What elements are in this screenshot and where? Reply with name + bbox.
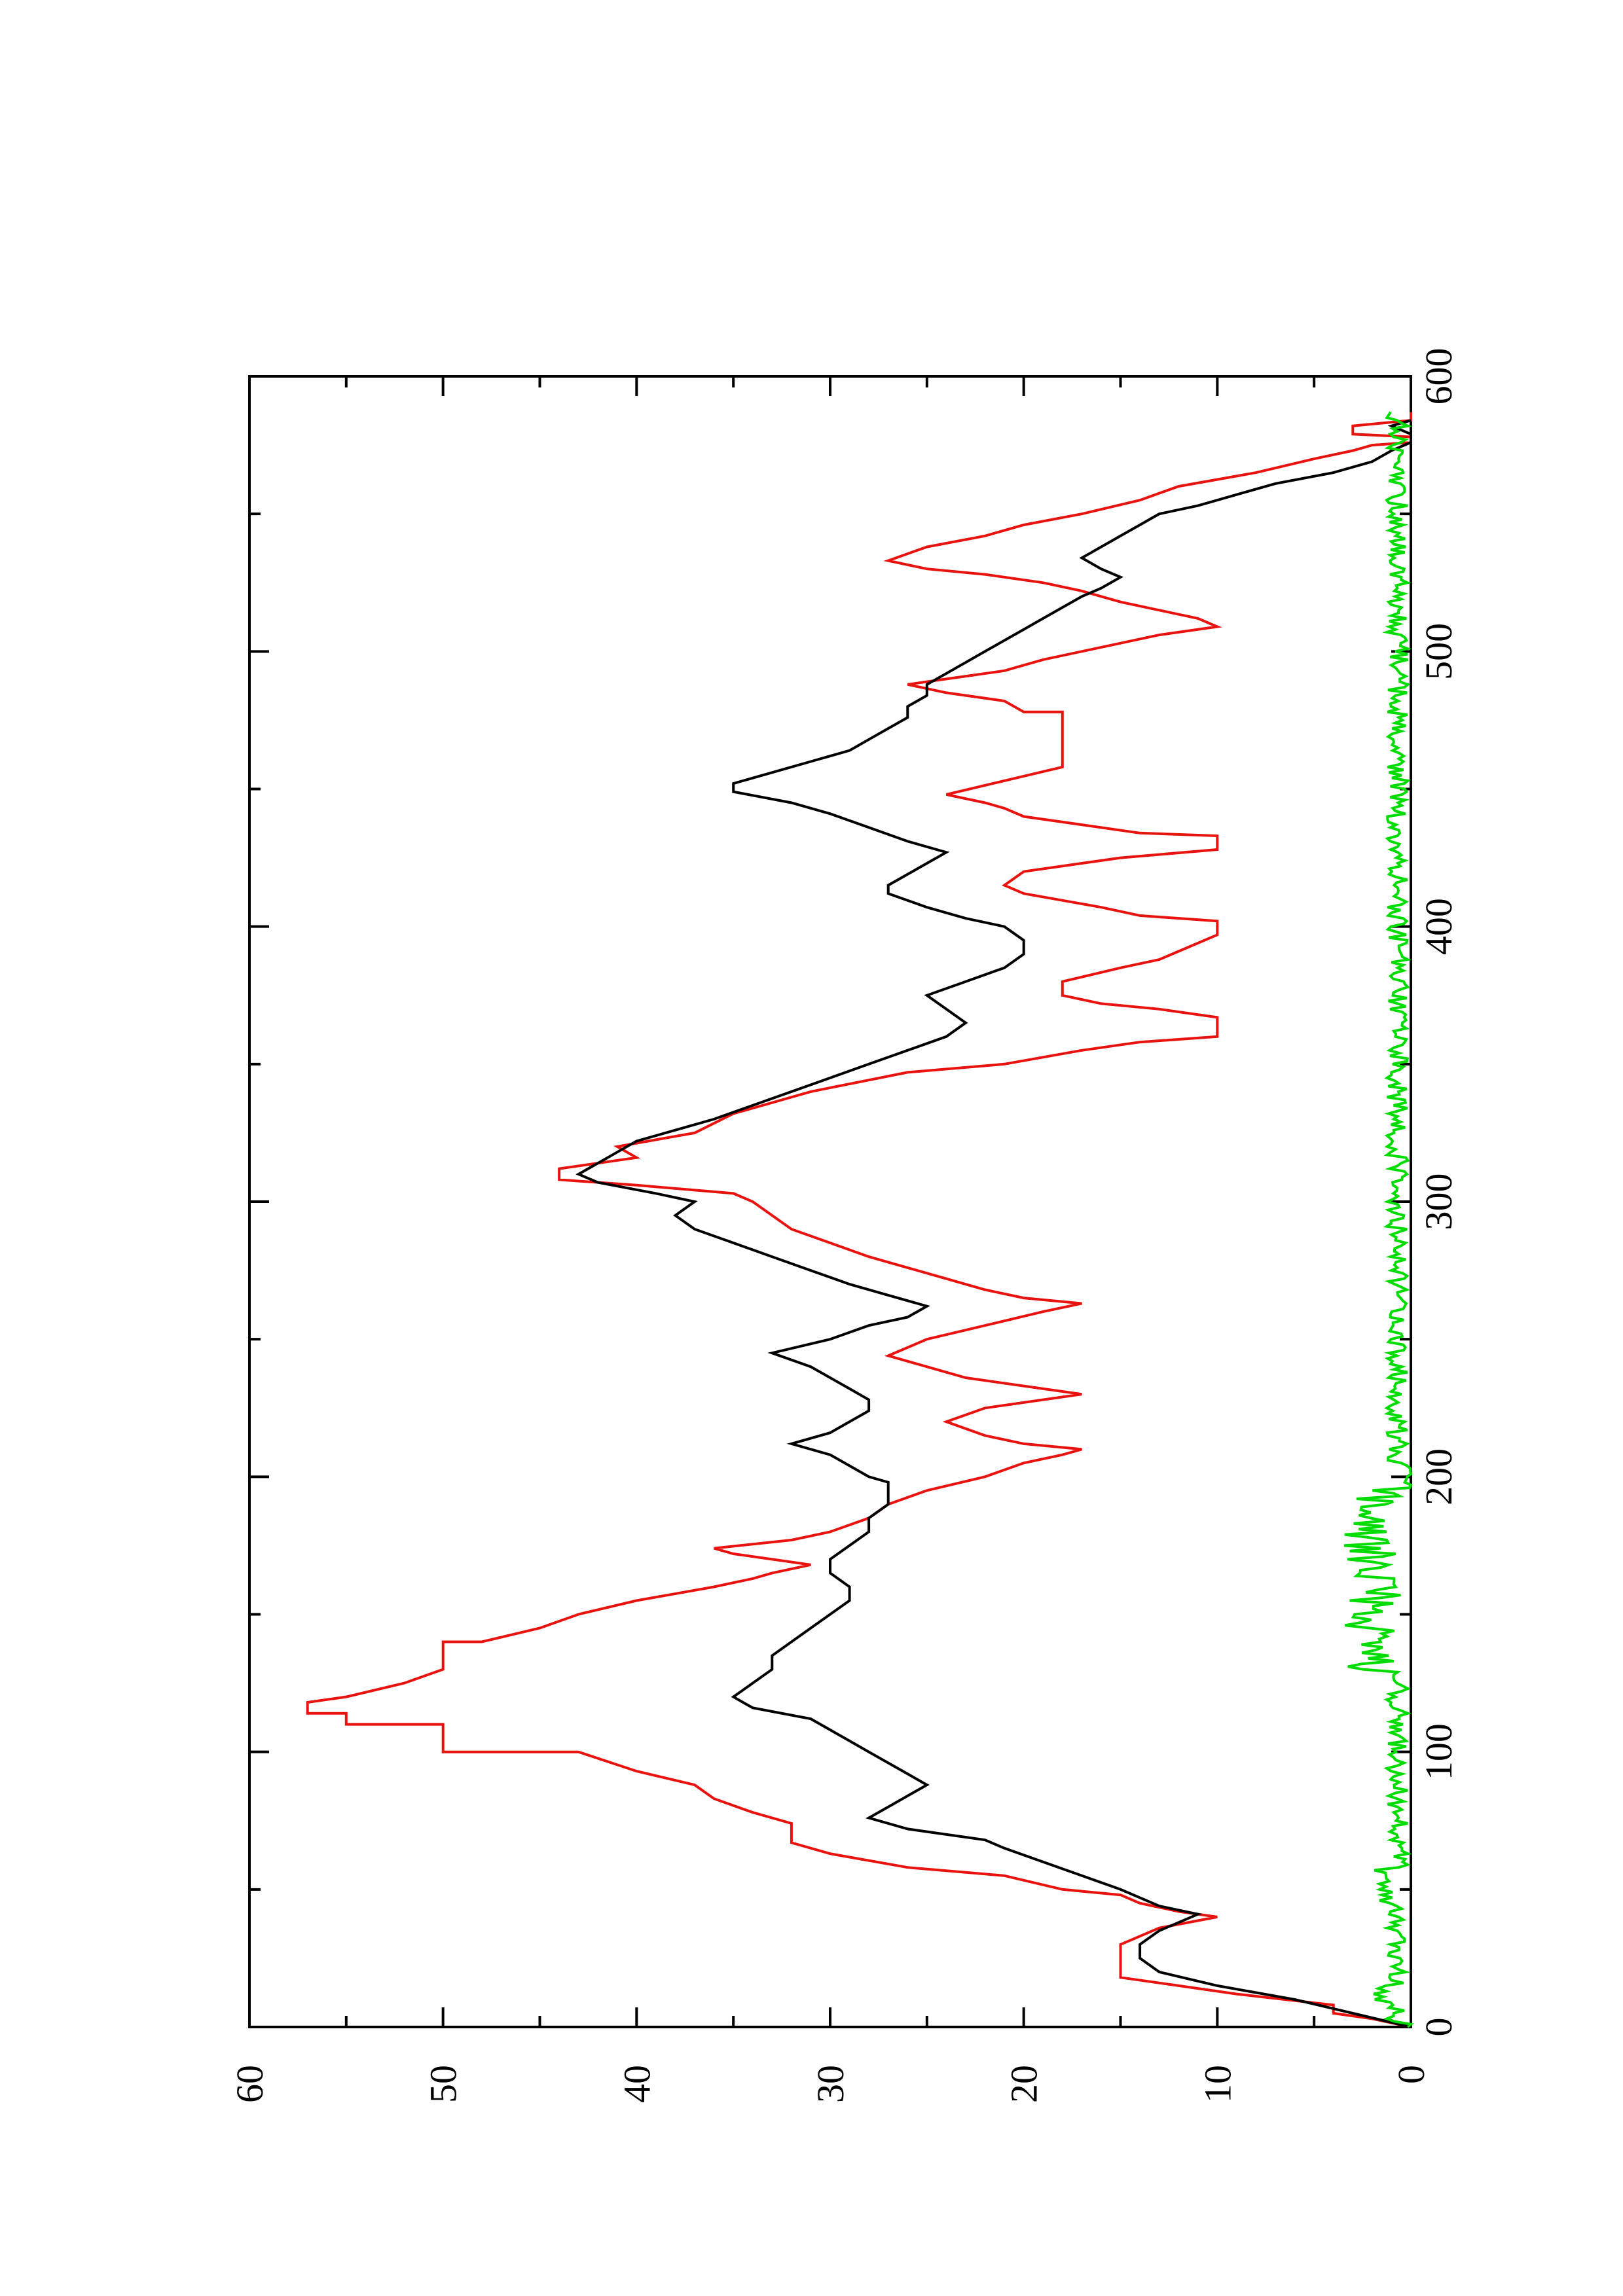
y-tick-label: 60 [228, 2065, 271, 2103]
x-tick-label: 200 [1417, 1448, 1460, 1505]
series-line-2 [1343, 411, 1414, 2028]
plot-frame [248, 375, 1412, 2028]
y-tick-label: 0 [1390, 2065, 1432, 2084]
y-tick-label: 40 [615, 2065, 658, 2103]
x-tick-label: 500 [1417, 623, 1460, 680]
series-line-1 [575, 419, 1412, 2028]
tick-labels: 0 100 200 300 400 500 600 0 10 20 30 40 50 60 [228, 348, 1460, 2104]
axis-ticks [248, 375, 1412, 2028]
x-tick-label: 0 [1417, 2018, 1460, 2037]
x-tick-label: 400 [1417, 898, 1460, 955]
y-tick-label: 50 [422, 2065, 465, 2103]
x-tick-label: 100 [1417, 1723, 1460, 1780]
series-line-0 [306, 412, 1412, 2028]
series-layer [306, 411, 1414, 2028]
y-tick-label: 30 [809, 2065, 852, 2103]
x-tick-label: 600 [1417, 348, 1460, 405]
x-tick-label: 300 [1417, 1174, 1460, 1230]
y-tick-label: 10 [1196, 2065, 1239, 2103]
y-tick-label: 20 [1003, 2065, 1046, 2103]
